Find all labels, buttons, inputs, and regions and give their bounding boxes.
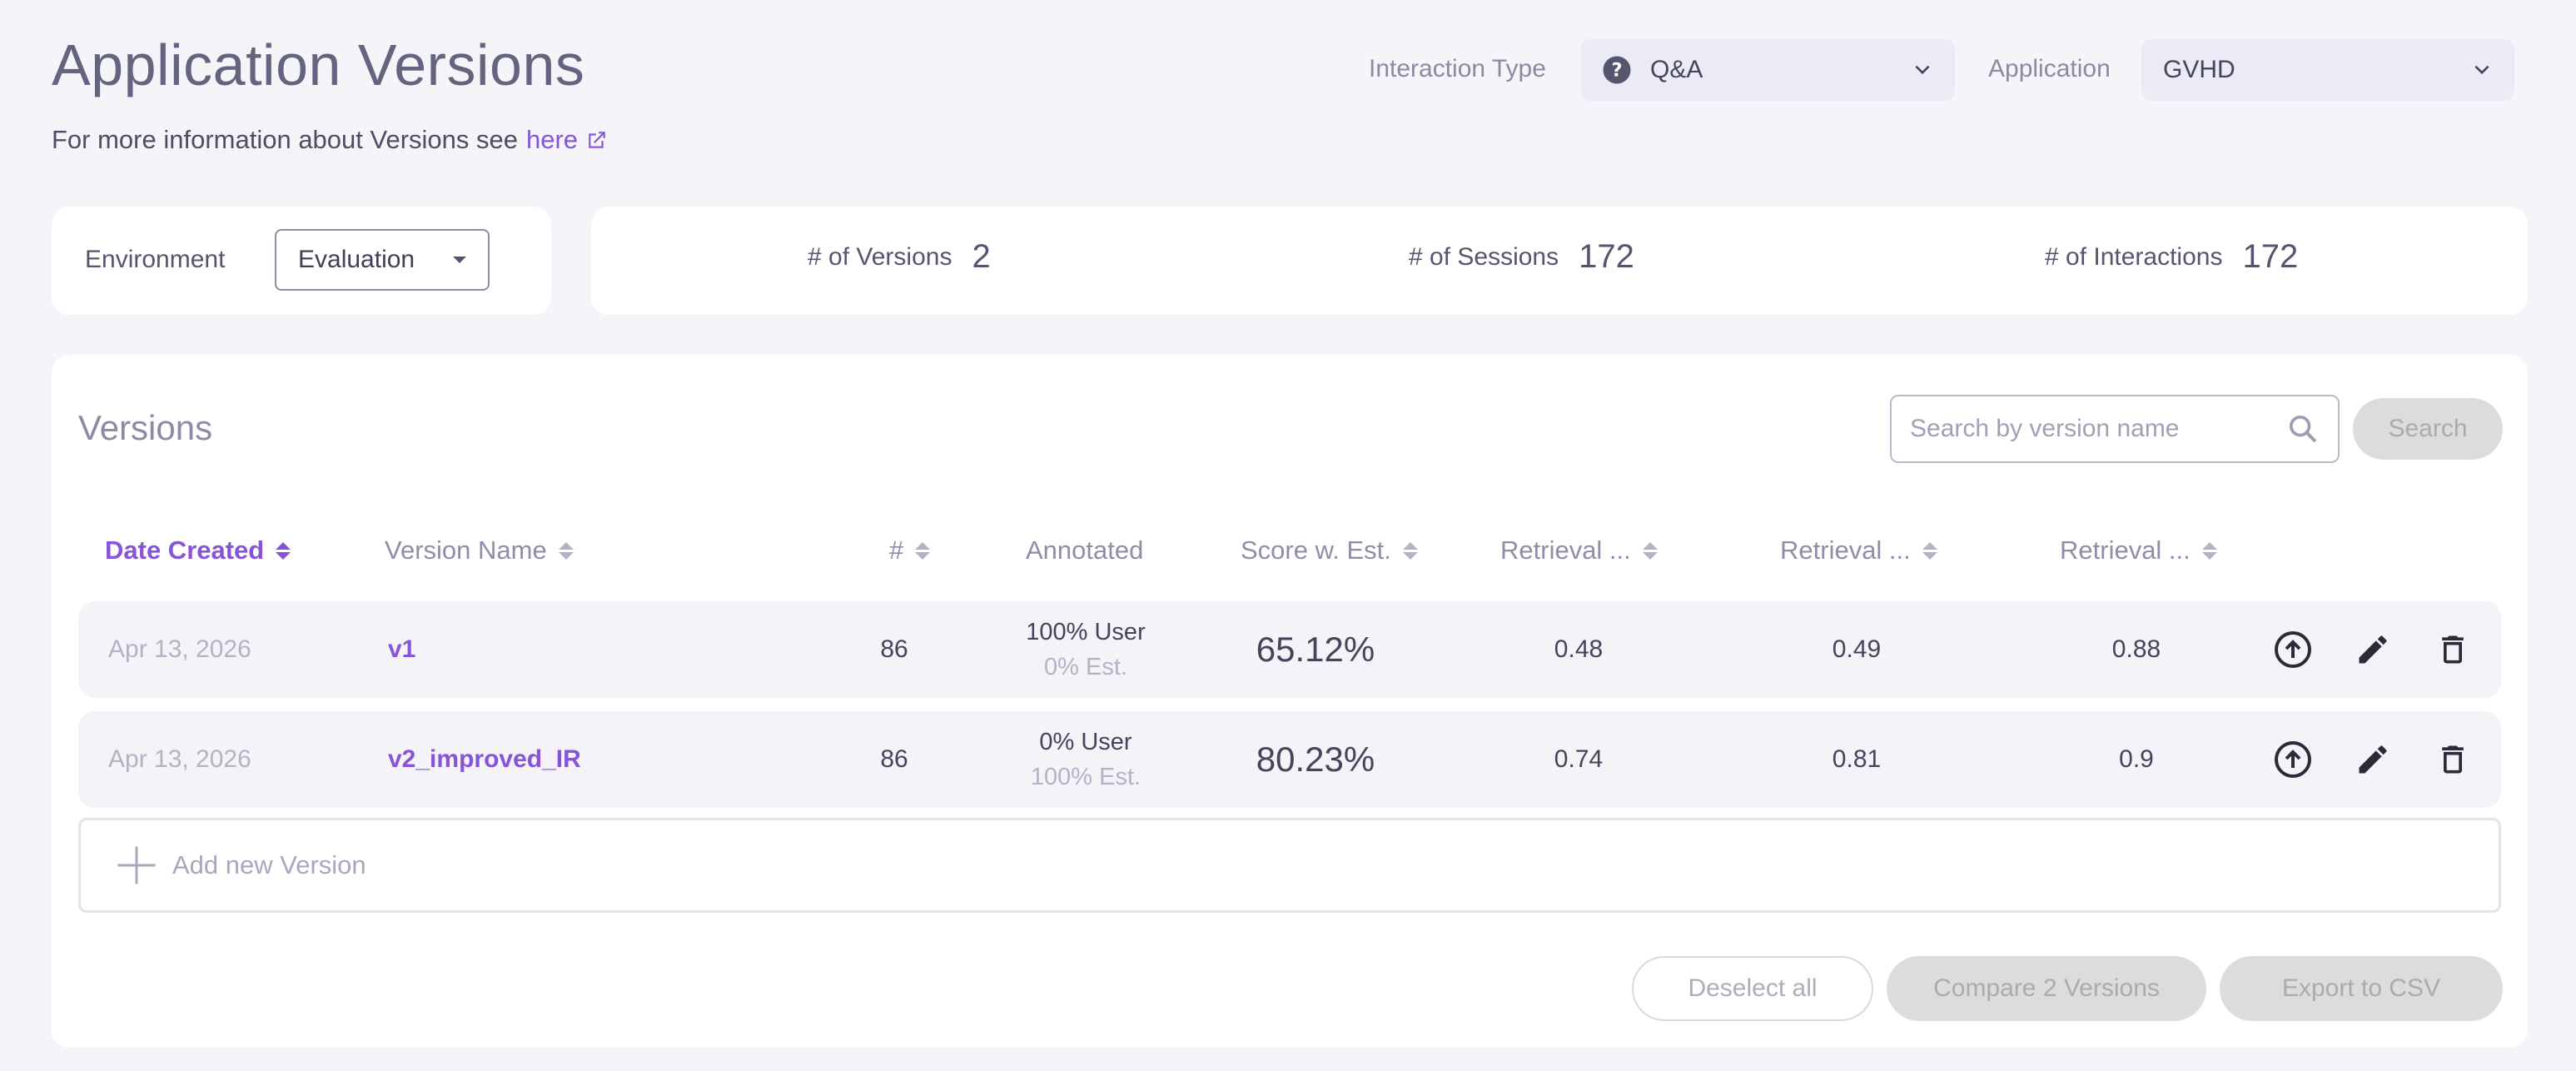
row-version-name[interactable]: v1 (388, 635, 416, 663)
docs-link[interactable]: here (526, 125, 608, 155)
stats-card: # of Versions 2 # of Sessions 172 # of I… (591, 207, 2528, 315)
column-date-created-label: Date Created (105, 536, 265, 565)
row-count: 86 (880, 635, 908, 663)
row-annotated-user: 100% User (1026, 619, 1146, 645)
delete-icon[interactable] (2429, 626, 2476, 673)
interaction-type-dropdown[interactable]: ? Q&A (1580, 39, 1955, 101)
version-search-input[interactable]: Search by version name (1890, 395, 2340, 463)
upload-icon[interactable] (2270, 736, 2316, 783)
docs-link-label: here (526, 125, 579, 154)
add-version-button[interactable]: Add new Version (78, 818, 2501, 913)
sort-icon (2201, 541, 2217, 560)
environment-value: Evaluation (298, 246, 415, 273)
stat-versions: # of Versions 2 (808, 238, 991, 276)
sort-icon (1922, 541, 1937, 560)
row-annotated: 100% User 0% Est. (994, 601, 1177, 698)
stat-interactions: # of Interactions 172 (2045, 238, 2298, 276)
stat-sessions-value: 172 (1579, 238, 1634, 275)
environment-label: Environment (85, 246, 226, 273)
column-retrieval-1[interactable]: Retrieval ... (1500, 536, 1658, 565)
column-annotated: Annotated (1026, 536, 1143, 565)
versions-title: Versions (78, 408, 213, 447)
row-date: Apr 13, 2026 (108, 635, 251, 663)
interaction-type-label: Interaction Type (1369, 55, 1546, 82)
column-version-name-label: Version Name (385, 536, 547, 565)
environment-select[interactable]: Evaluation (275, 229, 490, 291)
application-label: Application (1988, 55, 2111, 82)
svg-text:?: ? (1611, 60, 1622, 82)
search-placeholder: Search by version name (1910, 415, 2180, 442)
stat-versions-value: 2 (972, 238, 991, 275)
stat-interactions-value: 172 (2242, 238, 2299, 275)
column-date-created[interactable]: Date Created (105, 536, 291, 565)
add-version-label: Add new Version (172, 850, 366, 879)
sort-icon (1642, 541, 1658, 560)
row-annotated-est: 100% Est. (1030, 764, 1141, 790)
column-count[interactable]: # (889, 536, 931, 565)
delete-icon[interactable] (2429, 736, 2476, 783)
column-score-label: Score w. Est. (1241, 536, 1391, 565)
export-csv-button[interactable]: Export to CSV (2220, 956, 2503, 1021)
stat-versions-label: # of Versions (808, 242, 952, 271)
column-version-name[interactable]: Version Name (385, 536, 574, 565)
edit-icon[interactable] (2350, 736, 2396, 783)
search-button[interactable]: Search (2353, 398, 2503, 460)
stat-interactions-label: # of Interactions (2045, 242, 2223, 271)
sort-icon (276, 541, 291, 560)
column-retrieval-3[interactable]: Retrieval ... (2060, 536, 2217, 565)
page-title: Application Versions (52, 32, 585, 97)
column-retrieval-2-label: Retrieval ... (1780, 536, 1911, 565)
table-row[interactable]: Apr 13, 2026 v2_improved_IR 86 0% User 1… (78, 711, 2501, 808)
help-icon: ? (1603, 56, 1631, 84)
sort-icon (558, 541, 574, 560)
sort-icon (915, 541, 931, 560)
column-retrieval-3-label: Retrieval ... (2060, 536, 2191, 565)
row-date: Apr 13, 2026 (108, 745, 251, 773)
chevron-down-icon (1915, 65, 1930, 75)
application-value: GVHD (2163, 56, 2235, 83)
external-link-icon (589, 132, 605, 148)
page-subtitle: For more information about Versions see … (52, 125, 608, 155)
environment-card: Environment Evaluation (52, 207, 551, 315)
column-retrieval-1-label: Retrieval ... (1500, 536, 1631, 565)
versions-card (52, 355, 2528, 1048)
upload-icon[interactable] (2270, 626, 2316, 673)
row-retrieval-2: 0.49 (1832, 635, 1882, 663)
row-annotated-est: 0% Est. (1044, 654, 1127, 680)
row-retrieval-3: 0.88 (2111, 635, 2161, 663)
chevron-down-icon (2474, 65, 2489, 75)
row-retrieval-1: 0.74 (1554, 745, 1604, 773)
column-score[interactable]: Score w. Est. (1241, 536, 1418, 565)
column-retrieval-2[interactable]: Retrieval ... (1780, 536, 1937, 565)
row-retrieval-3: 0.9 (2119, 745, 2154, 773)
search-icon (2290, 416, 2317, 443)
stat-sessions-label: # of Sessions (1409, 242, 1559, 271)
row-score: 65.12% (1256, 630, 1375, 669)
sort-icon (1402, 541, 1418, 560)
subtitle-text: For more information about Versions see (52, 125, 518, 154)
application-dropdown[interactable]: GVHD (2141, 39, 2514, 101)
row-retrieval-2: 0.81 (1832, 745, 1882, 773)
row-annotated-user: 0% User (1039, 729, 1132, 755)
row-score: 80.23% (1256, 740, 1375, 779)
interaction-type-value: Q&A (1650, 56, 1703, 83)
caret-down-icon (453, 257, 466, 263)
edit-icon[interactable] (2350, 626, 2396, 673)
table-row[interactable]: Apr 13, 2026 v1 86 100% User 0% Est. 65.… (78, 601, 2501, 698)
row-version-name[interactable]: v2_improved_IR (388, 745, 581, 773)
deselect-all-button[interactable]: Deselect all (1632, 956, 1873, 1021)
row-retrieval-1: 0.48 (1554, 635, 1604, 663)
row-annotated: 0% User 100% Est. (994, 711, 1177, 808)
plus-icon (117, 846, 156, 884)
row-count: 86 (880, 745, 908, 773)
stat-sessions: # of Sessions 172 (1409, 238, 1634, 276)
column-annotated-label: Annotated (1026, 536, 1144, 565)
compare-versions-button[interactable]: Compare 2 Versions (1887, 956, 2206, 1021)
column-count-label: # (889, 536, 904, 565)
